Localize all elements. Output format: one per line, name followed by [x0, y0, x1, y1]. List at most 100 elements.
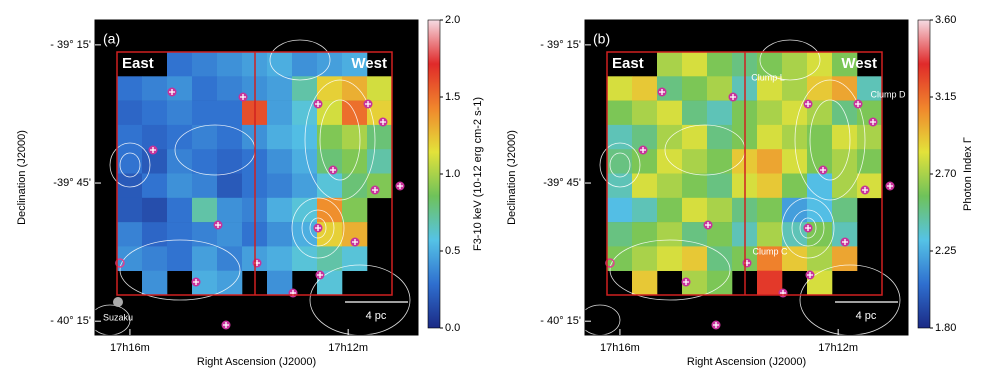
map-cell [782, 76, 808, 101]
map-cell [782, 222, 808, 247]
map-cell [142, 246, 168, 271]
source-cross [315, 225, 321, 231]
annotation: Suzaku [103, 312, 133, 322]
map-cell [607, 76, 633, 101]
colorbar-tick-label: 1.80 [935, 322, 956, 334]
scale-label: 4 pc [366, 310, 387, 322]
source-cross [855, 101, 861, 107]
map-cell [757, 173, 783, 199]
map-cell [167, 246, 193, 271]
contours [89, 39, 411, 336]
map-cell [217, 197, 243, 223]
map-cell [857, 76, 883, 101]
colorbar-tick-label: 3.60 [935, 14, 956, 26]
map-cell [342, 124, 368, 150]
source-cross [330, 167, 336, 173]
y-tick-label: -39° 45' [543, 177, 581, 189]
annotation: Clump L [751, 72, 785, 82]
contour [119, 239, 241, 301]
y-tick-label: - 39° 15' [50, 39, 91, 51]
map-cell [757, 197, 783, 223]
y-axis-label: Declination (J2000) [506, 130, 518, 225]
map-cell [192, 173, 218, 199]
source-cross [317, 272, 323, 278]
map-cell [782, 149, 808, 174]
map-cell [682, 173, 708, 199]
map-cell [632, 270, 658, 296]
map-cell [757, 222, 783, 247]
panel-label: (b) [593, 31, 610, 47]
map-cell [192, 124, 218, 150]
map-cell [782, 100, 808, 126]
map-cell [292, 173, 318, 199]
map-cell [167, 100, 193, 126]
map-frame [584, 19, 909, 336]
map-frame [94, 19, 419, 336]
map-cell [267, 124, 293, 150]
source-cross [683, 279, 689, 285]
map-cell [782, 52, 808, 77]
source-cross [240, 94, 246, 100]
map-cell [292, 149, 318, 174]
map-cell [607, 197, 633, 223]
region-label: West [841, 55, 877, 72]
beam-marker [113, 297, 123, 307]
colorbar-tick-label: 1.5 [445, 91, 460, 103]
map-cell [267, 100, 293, 126]
map-cell [317, 124, 343, 150]
map-cell [707, 149, 733, 174]
map-cell [317, 246, 343, 271]
map-cell [217, 149, 243, 174]
map-cell [632, 197, 658, 223]
map-cell [657, 52, 683, 77]
colorbar-label: Photon Index Γ [962, 137, 974, 211]
map-cell [857, 124, 883, 150]
map-cell [192, 100, 218, 126]
map-cell [682, 100, 708, 126]
map-cell [832, 76, 858, 101]
map-cell [757, 52, 783, 77]
map-cell [757, 76, 783, 101]
region-label: East [122, 55, 154, 72]
map-cell [632, 173, 658, 199]
map-cell [632, 100, 658, 126]
map-cell [267, 76, 293, 101]
source-cross [352, 239, 358, 245]
map-cell [632, 76, 658, 101]
map-cell [832, 197, 858, 223]
point-marker [605, 258, 615, 268]
map-cell [292, 246, 318, 271]
map-cell [832, 149, 858, 174]
source-cross [223, 322, 229, 328]
map-cell [832, 52, 858, 77]
source-cross [397, 183, 403, 189]
contour [799, 217, 817, 239]
map-cell [267, 52, 293, 77]
x-tick-label: 17h16m [110, 342, 150, 354]
source-cross [805, 225, 811, 231]
y-tick-label: - 40° 15' [540, 315, 581, 327]
contour [109, 142, 151, 188]
map-cell [267, 246, 293, 271]
map-cell [167, 173, 193, 199]
map-cell [217, 246, 243, 271]
contours [579, 39, 901, 336]
map-cell [142, 124, 168, 150]
y-tick-label: - 39° 15' [540, 39, 581, 51]
map-cell [192, 246, 218, 271]
colorbar-tick-label: 2.25 [935, 245, 956, 257]
contour [304, 79, 376, 201]
contour [759, 39, 821, 81]
map-cell [342, 246, 368, 271]
map-cell [142, 197, 168, 223]
map-cell [292, 222, 318, 247]
contour [291, 197, 345, 259]
colorbar-tick-label: 2.0 [445, 14, 460, 26]
colorbar-tick-label: 2.70 [935, 168, 956, 180]
map-cell [807, 246, 833, 271]
map-cell [707, 270, 733, 296]
panel-label: (a) [103, 31, 120, 47]
source-cross [887, 183, 893, 189]
map-cell [657, 197, 683, 223]
